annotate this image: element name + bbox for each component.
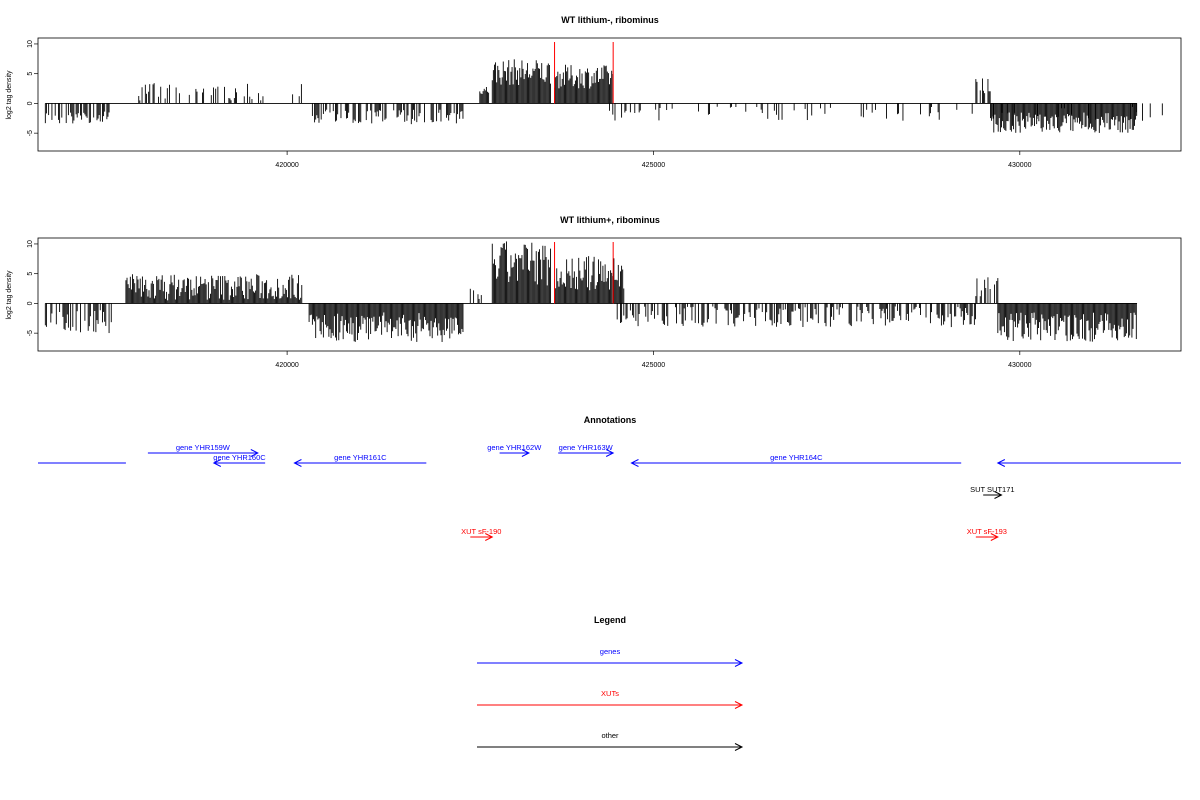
panel-2-y-axis: 10 5 0 -5 xyxy=(27,240,38,336)
feature-label: SUT SUT171 xyxy=(970,485,1014,494)
arrow-head-right-icon xyxy=(990,533,999,541)
feature-label: gene YHR162W xyxy=(487,443,542,452)
feature-label: gene YHR159W xyxy=(176,443,231,452)
panel-1: WT lithium-, ribominus log2 tag density … xyxy=(6,15,1182,169)
y-tick-label: -5 xyxy=(27,330,34,336)
legend-title: Legend xyxy=(594,615,626,625)
feature-label: gene YHR164C xyxy=(770,453,823,462)
y-tick-label: -5 xyxy=(27,130,34,136)
feature-label: XUT sF-193 xyxy=(967,527,1007,536)
y-tick-label: 5 xyxy=(27,272,34,276)
panel-2-title: WT lithium+, ribominus xyxy=(560,215,660,225)
arrow-head-left-icon xyxy=(293,459,302,467)
x-tick-label: 425000 xyxy=(642,362,665,369)
panel-1-title: WT lithium-, ribominus xyxy=(561,15,659,25)
panel-1-bars xyxy=(44,59,1163,133)
panel-1-ylabel: log2 tag density xyxy=(6,70,13,120)
y-tick-label: 10 xyxy=(27,240,34,248)
y-tick-label: 0 xyxy=(27,101,34,105)
feature-label: gene YHR163W xyxy=(559,443,614,452)
feature-label: XUT sF-190 xyxy=(461,527,501,536)
panel-1-x-axis: 420000 425000 430000 xyxy=(275,151,1032,169)
feature-label: gene YHR160C xyxy=(213,453,266,462)
x-tick-label: 425000 xyxy=(642,162,665,169)
panel-1-markers xyxy=(554,42,614,104)
arrow-head-right-icon xyxy=(734,743,744,751)
legend-label: genes xyxy=(600,647,621,656)
arrow-head-right-icon xyxy=(734,701,744,709)
arrow-head-left-icon xyxy=(996,459,1006,467)
x-tick-label: 420000 xyxy=(275,362,298,369)
legend-label: XUTs xyxy=(601,689,619,698)
panel-2-x-axis: 420000 425000 430000 xyxy=(275,351,1032,369)
y-tick-label: 0 xyxy=(27,301,34,305)
arrow-head-right-icon xyxy=(605,449,615,457)
panel-1-frame xyxy=(37,37,1182,152)
arrow-head-left-icon xyxy=(630,459,639,467)
y-tick-label: 10 xyxy=(27,40,34,48)
x-tick-label: 430000 xyxy=(1008,162,1031,169)
arrow-head-right-icon xyxy=(485,533,494,541)
panel-2-frame xyxy=(37,237,1182,352)
panel-2-bars xyxy=(44,241,1138,342)
arrow-head-right-icon xyxy=(521,449,531,457)
x-tick-label: 420000 xyxy=(275,162,298,169)
arrow-head-right-icon xyxy=(734,659,744,667)
arrow-head-right-icon xyxy=(250,449,259,457)
annotations-title: Annotations xyxy=(584,415,637,425)
panel-1-y-axis: 10 5 0 -5 xyxy=(27,40,38,136)
arrow-head-right-icon xyxy=(994,491,1003,499)
panel-2: WT lithium+, ribominus log2 tag density … xyxy=(6,215,1182,369)
legend-label: other xyxy=(601,731,619,740)
legend: Legend genes XUTs other xyxy=(477,615,744,751)
panel-2-ylabel: log2 tag density xyxy=(6,270,13,320)
feature-label: gene YHR161C xyxy=(334,453,387,462)
arrow-head-left-icon xyxy=(212,459,222,467)
panel-2-markers xyxy=(554,242,614,304)
legend-items: genes XUTs other xyxy=(477,647,744,751)
y-tick-label: 5 xyxy=(27,72,34,76)
x-tick-label: 430000 xyxy=(1008,362,1031,369)
